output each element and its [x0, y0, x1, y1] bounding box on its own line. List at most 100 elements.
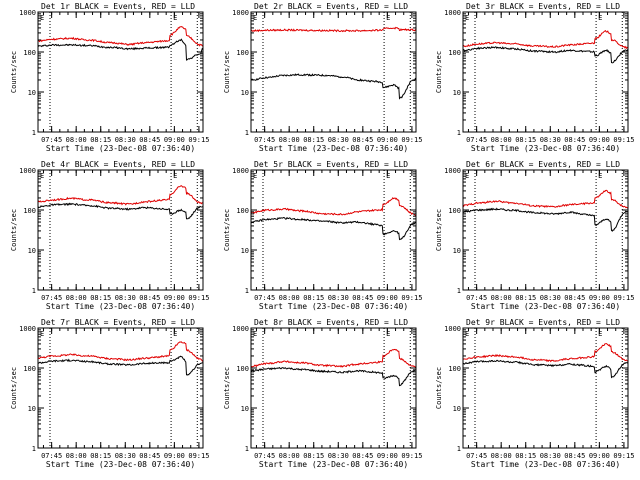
- series-line-1: [462, 359, 629, 379]
- x-tick-label: 08:15: [303, 452, 324, 460]
- chart-panel-7: Det 7r BLACK = Events, RED = LLD 1 10 100 10…: [10, 318, 209, 469]
- x-tick-label: 08:15: [515, 452, 536, 460]
- series-line-2: [462, 342, 628, 363]
- x-tick-label: 08:00: [491, 452, 512, 460]
- x-tick-label: 08:30: [115, 136, 136, 144]
- x-tick-label: 09:00: [164, 452, 185, 460]
- series-line-2: [462, 189, 629, 209]
- series-line-2: [250, 348, 417, 368]
- y-tick-label: 100: [448, 365, 461, 373]
- x-tick-label: 09:00: [377, 452, 398, 460]
- plot-frame: [462, 327, 629, 449]
- x-tick-label: 08:30: [540, 136, 561, 144]
- x-tick-label: 09:15: [613, 136, 634, 144]
- annotation-e: E: [386, 14, 390, 22]
- y-tick-label: 1000: [444, 9, 461, 17]
- x-tick-label: 08:30: [328, 294, 349, 302]
- annotation-e: E: [253, 330, 257, 338]
- chart-panel-3: Det 3r BLACK = Events, RED = LLD 1 10 100 10…: [435, 2, 634, 153]
- plot-frame: [250, 169, 417, 291]
- series-line-1: [250, 366, 417, 387]
- y-tick-label: 100: [236, 207, 249, 215]
- x-tick-label: 08:30: [115, 294, 136, 302]
- y-tick-label: 1000: [232, 325, 249, 333]
- y-tick-label: 100: [236, 49, 249, 57]
- x-tick-label: 09:15: [613, 452, 634, 460]
- x-tick-label: 08:00: [66, 452, 87, 460]
- x-tick-label: 09:00: [377, 294, 398, 302]
- y-tick-label: 1000: [19, 167, 36, 175]
- series-line-1: [38, 355, 204, 376]
- x-axis-label: Start Time (23-Dec-08 07:36:40): [471, 144, 620, 153]
- x-tick-label: 08:45: [564, 136, 585, 144]
- y-tick-label: 10: [453, 247, 461, 255]
- y-tick-label: 10: [241, 247, 249, 255]
- x-axis-label: Start Time (23-Dec-08 07:36:40): [471, 302, 620, 311]
- y-tick-label: 1: [245, 287, 249, 295]
- annotation-e: E: [465, 330, 469, 338]
- x-tick-label: 09:00: [589, 136, 610, 144]
- chart-panel-1: Det 1r BLACK = Events, RED = LLD 1 10 100 10…: [10, 2, 209, 153]
- chart-title: Det 8r BLACK = Events, RED = LLD: [254, 318, 408, 327]
- y-tick-label: 1000: [19, 325, 36, 333]
- x-tick-label: 08:45: [139, 294, 160, 302]
- y-tick-label: 1: [32, 129, 36, 137]
- chart-panel-2: Det 2r BLACK = Events, RED = LLD 1 10 100 10…: [223, 2, 422, 153]
- series-line-2: [37, 26, 203, 47]
- chart-panel-9: Det 9r BLACK = Events, RED = LLD 1 10 100 10…: [435, 318, 634, 469]
- x-tick-label: 08:15: [90, 136, 111, 144]
- y-tick-label: 1: [245, 129, 249, 137]
- x-tick-label: 08:45: [352, 452, 373, 460]
- y-tick-label: 1000: [444, 167, 461, 175]
- x-tick-label: 08:30: [328, 452, 349, 460]
- x-tick-label: 08:00: [491, 294, 512, 302]
- y-axis-label: Counts/sec: [223, 367, 231, 409]
- annotation-e: E: [40, 330, 44, 338]
- y-tick-label: 100: [448, 49, 461, 57]
- y-axis-label: Counts/sec: [435, 367, 443, 409]
- x-tick-label: 07:45: [41, 452, 62, 460]
- chart-title: Det 6r BLACK = Events, RED = LLD: [466, 160, 620, 169]
- x-axis-label: Start Time (23-Dec-08 07:36:40): [259, 144, 408, 153]
- y-tick-label: 1: [245, 445, 249, 453]
- x-tick-label: 08:30: [540, 452, 561, 460]
- x-tick-label: 08:15: [515, 136, 536, 144]
- y-axis-label: Counts/sec: [435, 209, 443, 251]
- y-axis-label: Counts/sec: [10, 51, 18, 93]
- x-tick-label: 09:00: [377, 136, 398, 144]
- series-line-1: [462, 207, 629, 232]
- x-axis-label: Start Time (23-Dec-08 07:36:40): [46, 144, 195, 153]
- x-tick-label: 08:15: [90, 294, 111, 302]
- x-tick-label: 08:00: [66, 136, 87, 144]
- x-tick-label: 08:30: [540, 294, 561, 302]
- x-tick-label: 08:45: [564, 452, 585, 460]
- y-tick-label: 1000: [19, 9, 36, 17]
- x-tick-label: 07:45: [254, 452, 275, 460]
- y-tick-label: 1: [457, 287, 461, 295]
- plot-frame: [37, 327, 204, 449]
- x-tick-label: 08:45: [139, 136, 160, 144]
- series-line-2: [462, 30, 629, 50]
- x-axis-label: Start Time (23-Dec-08 07:36:40): [46, 302, 195, 311]
- series-line-1: [462, 46, 629, 64]
- y-tick-label: 10: [28, 89, 36, 97]
- x-tick-label: 09:15: [613, 294, 634, 302]
- y-tick-label: 100: [23, 49, 36, 57]
- chart-panel-6: Det 6r BLACK = Events, RED = LLD 1 10 100 10…: [435, 160, 634, 311]
- x-tick-label: 09:00: [589, 452, 610, 460]
- series-line-1: [250, 216, 417, 241]
- series-line-2: [37, 185, 204, 206]
- y-axis-label: Counts/sec: [223, 51, 231, 93]
- y-tick-label: 100: [236, 365, 249, 373]
- annotation-e: E: [253, 172, 257, 180]
- y-axis-label: Counts/sec: [10, 367, 18, 409]
- x-tick-label: 09:15: [401, 452, 422, 460]
- chart-panel-8: Det 8r BLACK = Events, RED = LLD 1 10 100 10…: [223, 318, 422, 469]
- x-tick-label: 09:15: [188, 136, 209, 144]
- series-line-1: [37, 202, 204, 220]
- chart-title: Det 2r BLACK = Events, RED = LLD: [254, 2, 408, 11]
- series-line-2: [250, 196, 417, 217]
- x-tick-label: 07:45: [466, 294, 487, 302]
- chart-title: Det 1r BLACK = Events, RED = LLD: [41, 2, 195, 11]
- x-axis-label: Start Time (23-Dec-08 07:36:40): [46, 460, 195, 469]
